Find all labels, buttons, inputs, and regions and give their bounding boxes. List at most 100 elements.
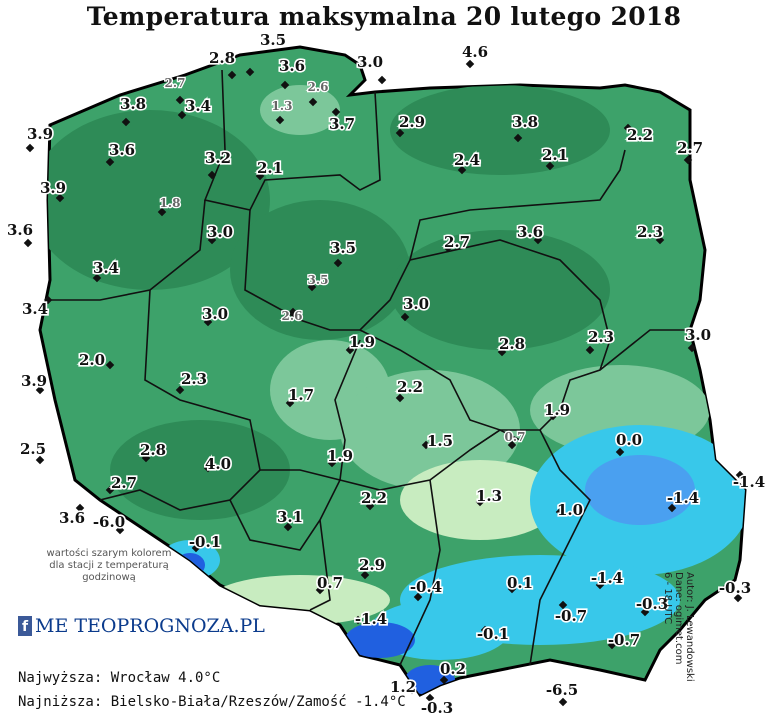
station-marker (360, 570, 370, 580)
station-marker (245, 67, 255, 77)
station-value: 4.6 (462, 43, 488, 61)
station-value: -0.1 (477, 625, 509, 643)
station-value: -6.5 (546, 681, 578, 699)
station-marker (288, 307, 298, 317)
station-value: 1.8 (160, 196, 181, 210)
station-marker (105, 360, 115, 370)
station-value: 3.6 (109, 141, 135, 159)
station-marker (177, 110, 187, 120)
meteoprognoza-logo[interactable]: f ME TEOPROGNOZA.PL (18, 614, 265, 638)
station-marker (315, 585, 325, 595)
station-value: 3.0 (357, 53, 383, 71)
station-marker (400, 312, 410, 322)
station-value: 2.2 (397, 378, 423, 396)
station-value: 2.3 (588, 328, 614, 346)
station-marker (395, 128, 405, 138)
station-value: 3.4 (22, 300, 48, 318)
station-marker (548, 411, 558, 421)
max-temperature-line: Najwyższa: Wrocław 4.0°C (18, 670, 221, 686)
station-value: 2.3 (637, 223, 663, 241)
station-value: 2.7 (677, 139, 703, 157)
station-value: 3.6 (279, 57, 305, 75)
station-marker (497, 347, 507, 357)
station-value: 0.1 (507, 574, 533, 592)
station-value: 2.9 (399, 113, 425, 131)
station-value: 1.2 (390, 678, 416, 696)
station-value: 2.8 (140, 441, 166, 459)
station-value: 1.9 (349, 333, 375, 351)
station-value: 3.9 (40, 179, 66, 197)
station-marker (345, 345, 355, 355)
station-value: -6.0 (93, 513, 125, 531)
station-value: 1.3 (272, 99, 293, 113)
station-marker (175, 95, 185, 105)
station-value: 0.7 (317, 574, 343, 592)
station-marker (443, 243, 453, 253)
station-marker (157, 207, 167, 217)
station-value: 4.0 (205, 455, 231, 473)
station-marker (555, 507, 565, 517)
station-value: 3.9 (21, 372, 47, 390)
station-value: -0.4 (410, 578, 442, 596)
station-value: -0.3 (421, 699, 453, 717)
station-marker (308, 97, 318, 107)
credit-data-source: Dane: ogimet.com (673, 572, 684, 665)
station-marker (207, 170, 217, 180)
station-marker (255, 171, 265, 181)
station-marker (280, 80, 290, 90)
facebook-icon[interactable]: f (18, 616, 32, 636)
station-marker (175, 385, 185, 395)
station-marker (23, 238, 33, 248)
station-value: 3.0 (202, 305, 228, 323)
station-value: 2.7 (165, 76, 186, 90)
station-value: 2.4 (454, 151, 480, 169)
station-value: 2.7 (111, 474, 137, 492)
voivodeship-borders (48, 69, 690, 666)
station-value: 3.6 (517, 223, 543, 241)
station-marker (333, 258, 343, 268)
station-marker (35, 385, 45, 395)
station-marker (353, 615, 363, 625)
station-value: 2.0 (79, 351, 105, 369)
station-marker (667, 503, 677, 513)
map-title: Temperatura maksymalna 20 lutego 2018 (86, 2, 682, 31)
station-value: 0.0 (616, 431, 642, 449)
station-value: -1.4 (591, 569, 623, 587)
station-marker (307, 282, 317, 292)
min-temperature-line: Najniższa: Bielsko-Biała/Rzeszów/Zamość … (18, 694, 406, 710)
station-marker (331, 107, 341, 117)
station-marker (275, 115, 285, 125)
credit-time-range: 6 - 18 UTC (662, 572, 673, 625)
station-marker (365, 501, 375, 511)
station-value: -1.4 (667, 489, 699, 507)
station-value: 2.9 (359, 556, 385, 574)
station-marker (735, 470, 745, 480)
station-marker (207, 235, 217, 245)
station-marker (395, 393, 405, 403)
station-marker (585, 345, 595, 355)
station-value: 2.8 (209, 49, 235, 67)
station-marker (285, 398, 295, 408)
station-value: 3.0 (685, 326, 711, 344)
station-value: 3.1 (277, 508, 303, 526)
station-value: 2.8 (499, 335, 525, 353)
credit-author: Autor: J. Lewandowski (684, 572, 695, 682)
station-value: -1.4 (355, 610, 387, 628)
station-marker (413, 592, 423, 602)
station-marker (203, 317, 213, 327)
station-value: 1.9 (544, 401, 570, 419)
station-marker (615, 447, 625, 457)
station-marker (475, 497, 485, 507)
station-marker (457, 165, 467, 175)
station-value: 3.2 (205, 149, 231, 167)
station-marker (105, 485, 115, 495)
station-value: 2.6 (282, 309, 303, 323)
station-value: -0.3 (719, 579, 751, 597)
station-value: 3.6 (59, 509, 85, 527)
station-value: 1.5 (427, 432, 453, 450)
station-value: 3.0 (207, 223, 233, 241)
station-marker (377, 75, 387, 85)
station-value: 2.2 (361, 489, 387, 507)
station-value: -1.4 (733, 473, 765, 491)
station-marker (203, 463, 213, 473)
